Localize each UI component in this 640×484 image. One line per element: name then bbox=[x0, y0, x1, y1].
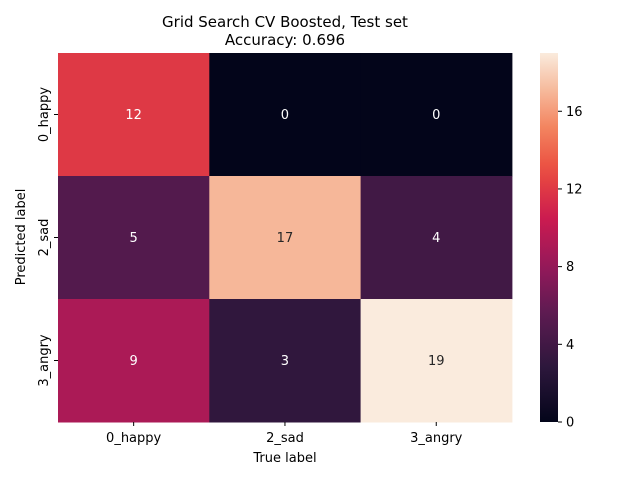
y-tick-label: 3_angry bbox=[37, 334, 52, 387]
heatmap-cell bbox=[360, 53, 513, 177]
y-tick-label: 0_happy bbox=[37, 87, 52, 142]
heatmap-cell bbox=[58, 53, 210, 177]
cell-value-label: 19 bbox=[428, 354, 445, 369]
heatmap-cells: 12 0 0 5 17 4 9 3 19 bbox=[58, 53, 513, 423]
colorbar-tick-label: 8 bbox=[566, 260, 574, 275]
cell-value-label: 4 bbox=[432, 231, 440, 246]
colorbar-ticks: 0 4 8 12 16 bbox=[558, 105, 583, 431]
x-tick-label: 0_happy bbox=[106, 431, 161, 446]
heatmap-cell bbox=[209, 53, 362, 177]
cell-value-label: 5 bbox=[130, 231, 138, 246]
cell-value-label: 0 bbox=[281, 108, 289, 123]
colorbar-tick-label: 4 bbox=[566, 338, 574, 353]
heatmap-cell bbox=[209, 299, 362, 423]
x-axis-label: True label bbox=[252, 451, 316, 466]
x-tick-label: 3_angry bbox=[410, 431, 463, 446]
cell-value-label: 12 bbox=[125, 108, 142, 123]
x-tick-label: 2_sad bbox=[266, 431, 304, 446]
cell-value-label: 17 bbox=[277, 231, 294, 246]
heatmap-cell bbox=[360, 299, 513, 423]
colorbar bbox=[540, 53, 558, 422]
cell-value-label: 3 bbox=[281, 354, 289, 369]
colorbar-tick-label: 12 bbox=[566, 182, 583, 197]
heatmap-cell bbox=[58, 299, 210, 423]
heatmap-cell bbox=[209, 176, 362, 300]
colorbar-tick-label: 0 bbox=[566, 416, 574, 431]
heatmap-cell bbox=[58, 176, 210, 300]
y-axis-ticks: 0_happy 2_sad 3_angry bbox=[37, 87, 58, 387]
heatmap-cell bbox=[360, 176, 513, 300]
y-tick-label: 2_sad bbox=[37, 219, 52, 257]
x-axis-ticks: 0_happy 2_sad 3_angry bbox=[106, 422, 463, 446]
y-axis-label: Predicted label bbox=[14, 189, 29, 286]
cell-value-label: 0 bbox=[432, 108, 440, 123]
colorbar-tick-label: 16 bbox=[566, 105, 583, 120]
chart-subtitle: Accuracy: 0.696 bbox=[225, 31, 345, 49]
chart-title: Grid Search CV Boosted, Test set bbox=[162, 13, 408, 31]
cell-value-label: 9 bbox=[130, 354, 138, 369]
